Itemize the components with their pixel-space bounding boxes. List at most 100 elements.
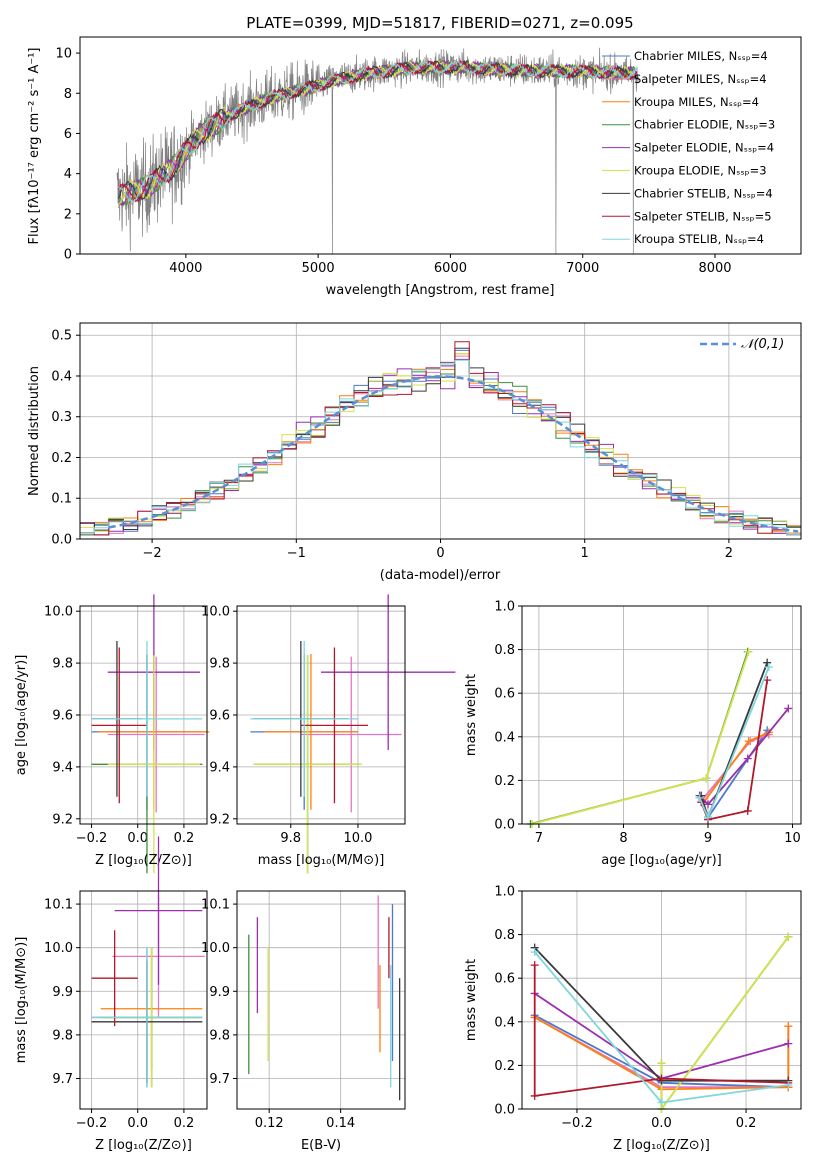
mass-weight-vs-Z-series-marker (784, 932, 793, 941)
age-vs-Z-xtick-label: 0.2 (174, 831, 195, 846)
mass-weight-vs-age-series-line (698, 707, 789, 806)
spectrum-xtick-label: 8000 (698, 261, 731, 276)
mass-vs-Z-xtick-label: 0.2 (174, 1116, 195, 1131)
age-vs-Z-xtick-label: 0.0 (127, 831, 148, 846)
mass-vs-ebv-ytick-label: 9.9 (209, 985, 230, 1000)
legend-label: Salpeter ELODIE, Nₛₛₚ=4 (634, 141, 774, 155)
mass-vs-Z-ytick-label: 9.8 (52, 1028, 73, 1043)
mass-weight-vs-Z-ylabel: mass weight (464, 959, 479, 1041)
mass-vs-ebv-xtick-label: 0.12 (255, 1116, 284, 1131)
spectrum-xlabel: wavelength [Angstrom, rest frame] (326, 283, 555, 298)
mass-weight-vs-Z-series-line (534, 1016, 790, 1091)
mass-vs-ebv-ytick-label: 10.1 (201, 898, 230, 913)
residual-ytick-label: 0.4 (51, 369, 72, 384)
mass-weight-vs-Z-series-marker (784, 1039, 793, 1048)
residual-histogram-step (80, 347, 801, 531)
spectrum-panel: PLATE=0399, MJD=51817, FIBERID=0271, z=0… (27, 14, 802, 298)
mass-weight-vs-age-ylabel: mass weight (464, 674, 479, 756)
legend-label: Salpeter MILES, Nₛₛₚ=4 (634, 72, 767, 86)
spectrum-models (117, 59, 638, 208)
mass-vs-Z-ytick-label: 9.9 (52, 985, 73, 1000)
mass-weight-vs-age-series-marker (743, 754, 752, 763)
age-vs-Z-ytick-label: 9.6 (52, 709, 73, 724)
age-vs-mass-xtick-label: 10.0 (343, 831, 372, 846)
residual-ytick-label: 0.1 (51, 492, 72, 507)
mass-weight-vs-age-xtick-label: 10 (784, 831, 801, 846)
residual-xtick-label: −1 (287, 546, 306, 561)
legend-label: Salpeter STELIB, Nₛₛₚ=5 (634, 209, 772, 223)
mass-weight-vs-age-xlabel: age [log₁₀(age/yr)] (601, 853, 722, 868)
mass-weight-vs-Z-ytick-label: 0.4 (494, 1015, 515, 1030)
age-vs-mass-ytick-label: 10.0 (201, 605, 230, 620)
mass-weight-vs-age-ytick-label: 0.2 (494, 774, 515, 789)
mass-weight-vs-Z-xlabel: Z [log₁₀(Z/Z⊙)] (613, 1138, 710, 1153)
mass-weight-vs-age-series-marker (744, 737, 753, 746)
normal-legend-label: 𝒩(0,1) (741, 337, 784, 352)
mass-vs-ebv-ytick-label: 10.0 (201, 941, 230, 956)
mass-vs-ebv-xlabel: E(B-V) (301, 1138, 341, 1153)
spectrum-ytick-label: 8 (64, 87, 72, 102)
spectrum-ytick-label: 10 (55, 47, 72, 62)
mass-vs-ebv-ytick-label: 9.8 (209, 1028, 230, 1043)
mass-vs-Z-ytick-label: 9.7 (52, 1072, 73, 1087)
spectrum-model-line (117, 59, 638, 203)
age-vs-Z-ylabel: age [log₁₀(age/yr)] (14, 655, 29, 776)
mass-weight-vs-age-ytick-label: 0.4 (494, 730, 515, 745)
legend-label: Kroupa ELODIE, Nₛₛₚ=3 (634, 164, 767, 178)
residual-ytick-label: 0.2 (51, 451, 72, 466)
mass-weight-vs-age-series-marker (763, 658, 772, 667)
spectrum-model-line (118, 59, 638, 205)
mass-weight-vs-Z-series-marker (530, 948, 539, 957)
mass-vs-ebv-panel: 0.12 0.14 9.7 9.8 9.9 10.0 10.1 E(B-V) (201, 890, 406, 1153)
age-vs-Z-ytick-label: 10.0 (44, 605, 73, 620)
spectrum-xtick-label: 5000 (302, 261, 335, 276)
mass-weight-vs-Z-ytick-label: 0.0 (494, 1103, 515, 1118)
mass-vs-Z-ylabel: mass [log₁₀(M/M⊙)] (14, 937, 29, 1064)
spectrum-model-line (117, 60, 638, 202)
age-vs-Z-xlabel: Z [log₁₀(Z/Z⊙)] (95, 853, 192, 868)
age-vs-Z-axes-frame (79, 605, 208, 825)
spectrum-ytick-label: 4 (64, 167, 72, 182)
mass-vs-Z-xlabel: Z [log₁₀(Z/Z⊙)] (95, 1138, 192, 1153)
age-vs-Z-ytick-label: 9.2 (52, 812, 73, 827)
mass-vs-Z-xtick-label: 0.0 (127, 1116, 148, 1131)
mass-weight-vs-Z-xtick-label: 0.2 (736, 1116, 757, 1131)
residual-xtick-label: 0 (436, 546, 444, 561)
mass-vs-ebv-ytick-label: 9.7 (209, 1072, 230, 1087)
age-vs-mass-ytick-label: 9.8 (209, 657, 230, 672)
mass-weight-vs-Z-ytick-label: 0.2 (494, 1059, 515, 1074)
mass-weight-vs-Z-series-marker (657, 1074, 666, 1083)
mass-vs-Z-ytick-label: 10.0 (44, 941, 73, 956)
mass-vs-Z-ytick-label: 10.1 (44, 898, 73, 913)
spectrum-legend: Chabrier MILES, Nₛₛₚ=4 Salpeter MILES, Nₛ… (602, 49, 775, 246)
mass-weight-vs-age-panel: 7 8 9 10 0.0 0.2 0.4 0.6 0.8 1.0 age [log₁₀(age/yr… (464, 600, 802, 868)
residual-ytick-label: 0.3 (51, 410, 72, 425)
mass-weight-vs-Z-xtick-label: −0.2 (561, 1116, 593, 1131)
legend-label: Chabrier STELIB, Nₛₛₚ=4 (634, 186, 773, 200)
spectrum-xtick-label: 7000 (566, 261, 599, 276)
mass-weight-vs-Z-series-marker (530, 1091, 539, 1100)
mass-weight-vs-Z-series-marker (784, 1022, 793, 1031)
age-vs-mass-xtick-label: 9.8 (280, 831, 301, 846)
mass-weight-vs-age-series-marker (704, 800, 712, 809)
residual-histogram-step (80, 359, 801, 536)
age-vs-mass-ytick-label: 9.2 (209, 812, 230, 827)
mass-weight-vs-age-ytick-label: 0.6 (494, 687, 515, 702)
mass-weight-vs-age-xtick-label: 9 (704, 831, 712, 846)
age-vs-Z-xtick-label: −0.2 (76, 831, 108, 846)
age-vs-Z-ytick-label: 9.4 (52, 760, 73, 775)
age-vs-mass-axes-frame (236, 605, 406, 825)
mass-weight-vs-Z-ytick-label: 0.6 (494, 972, 515, 987)
spectrum-xtick-label: 4000 (169, 261, 202, 276)
mass-vs-ebv-xtick-label: 0.14 (326, 1116, 355, 1131)
mass-weight-vs-age-series-marker (764, 663, 773, 672)
mass-weight-vs-Z-series-marker (657, 1098, 666, 1107)
age-vs-Z-ytick-label: 9.8 (52, 657, 73, 672)
mass-weight-vs-Z-series-line (533, 965, 789, 1097)
residual-panel: −2 −1 0 1 2 0.0 0.1 0.2 0.3 0.4 0.5 𝒩(0,1) (data-m… (27, 322, 802, 583)
age-vs-Z-panel: −0.2 0.0 0.2 9.2 9.4 9.6 9.8 10.0 Z [log₁₀(Z/Z⊙)… (14, 594, 210, 874)
spectrum-ylabel: Flux [fλ10⁻¹⁷ erg cm⁻² s⁻¹ A⁻¹] (27, 48, 42, 245)
mass-weight-vs-age-xtick-label: 7 (535, 831, 543, 846)
age-vs-mass-xlabel: mass [log₁₀(M/M⊙)] (258, 853, 385, 868)
age-vs-mass-panel: 9.8 10.0 9.2 9.4 9.6 9.8 10.0 mass [log₁₀(M/M⊙)… (201, 594, 456, 874)
